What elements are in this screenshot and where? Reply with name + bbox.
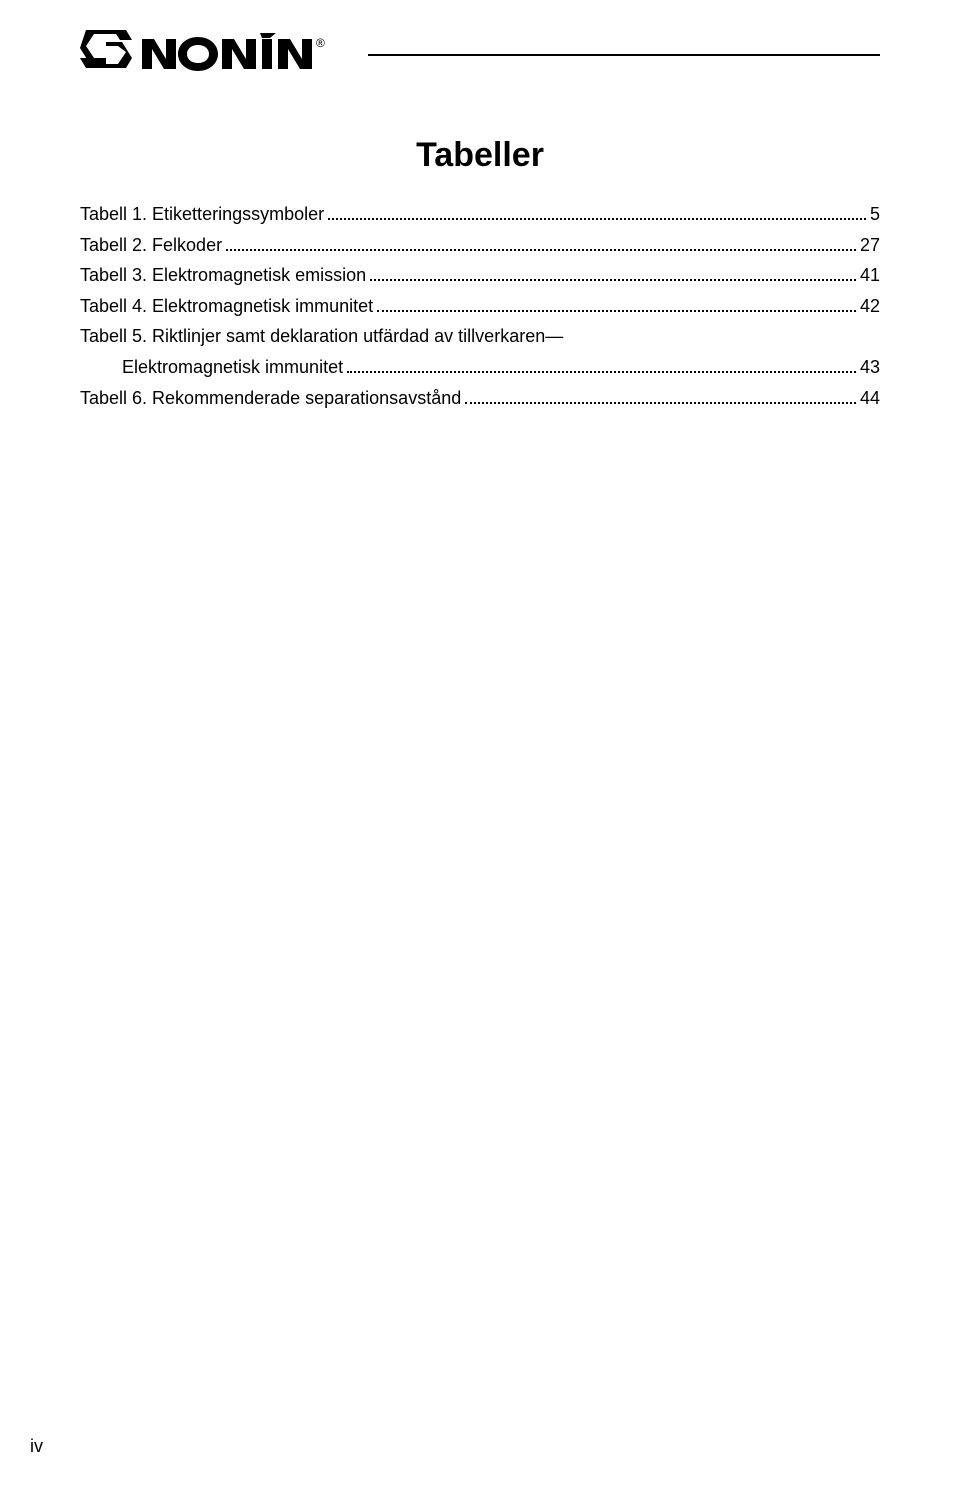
toc-entry: Tabell 6. Rekommenderade separationsavst… [80, 383, 880, 414]
page-number: iv [30, 1436, 43, 1457]
toc-leader-dots [226, 234, 856, 250]
svg-text:®: ® [316, 36, 325, 50]
toc-entry-label: Tabell 2. Felkoder [80, 230, 222, 261]
toc-entry-page: 27 [860, 230, 880, 261]
page-title: Tabeller [80, 136, 880, 175]
toc-entry-label: Tabell 4. Elektromagnetisk immunitet [80, 291, 373, 322]
table-of-contents: Tabell 1. Etiketteringssymboler 5Tabell … [80, 199, 880, 413]
toc-entry-label: Tabell 3. Elektromagnetisk emission [80, 260, 366, 291]
toc-entry: Tabell 2. Felkoder 27 [80, 230, 880, 261]
toc-leader-dots [370, 265, 856, 281]
toc-leader-dots [328, 204, 866, 220]
brand-logo: ® [80, 30, 350, 76]
toc-entry: Tabell 3. Elektromagnetisk emission 41 [80, 260, 880, 291]
toc-entry-page: 43 [860, 352, 880, 383]
document-page: ® Tabeller Tabell 1. Etiketteringssymbol… [0, 0, 960, 1487]
toc-entry-page: 5 [870, 199, 880, 230]
toc-entry: Elektromagnetisk immunitet 43 [80, 352, 880, 383]
toc-entry-label: Tabell 1. Etiketteringssymboler [80, 199, 324, 230]
header-rule [368, 54, 880, 56]
toc-entry: Tabell 4. Elektromagnetisk immunitet 42 [80, 291, 880, 322]
page-header: ® [80, 30, 880, 76]
toc-leader-dots [347, 357, 856, 373]
toc-entry-page: 41 [860, 260, 880, 291]
toc-entry-page: 44 [860, 383, 880, 414]
toc-leader-dots [377, 296, 856, 312]
toc-entry-label: Elektromagnetisk immunitet [80, 352, 343, 383]
toc-entry-page: 42 [860, 291, 880, 322]
toc-entry: Tabell 1. Etiketteringssymboler 5 [80, 199, 880, 230]
toc-leader-dots [465, 387, 856, 403]
toc-entry-label: Tabell 5. Riktlinjer samt deklaration ut… [80, 321, 563, 352]
toc-entry: Tabell 5. Riktlinjer samt deklaration ut… [80, 321, 880, 352]
nonin-wordmark-icon: ® [140, 33, 350, 73]
nonin-mark-icon [80, 30, 132, 76]
toc-entry-label: Tabell 6. Rekommenderade separationsavst… [80, 383, 461, 414]
